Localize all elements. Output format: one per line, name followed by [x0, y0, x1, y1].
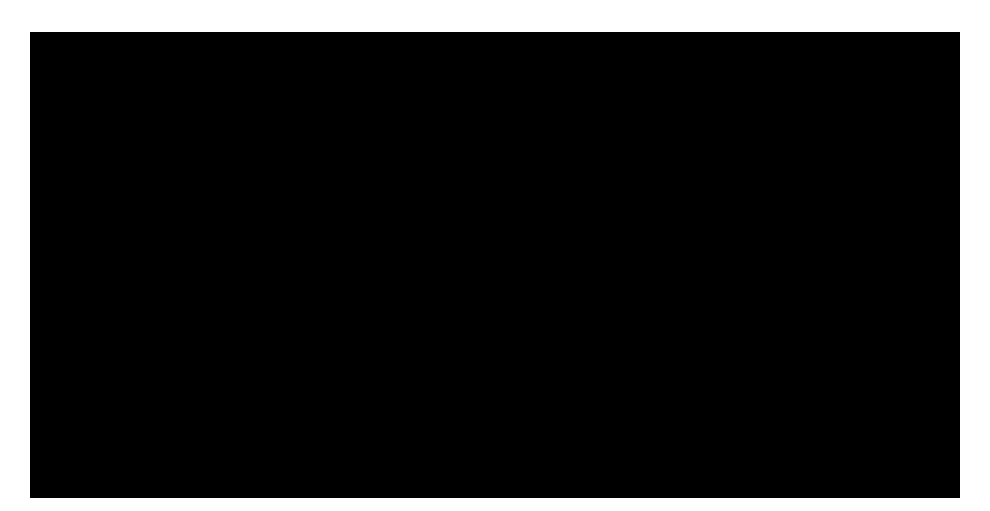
- wordcloud-svg: [30, 32, 960, 498]
- wordcloud-canvas: [30, 32, 960, 498]
